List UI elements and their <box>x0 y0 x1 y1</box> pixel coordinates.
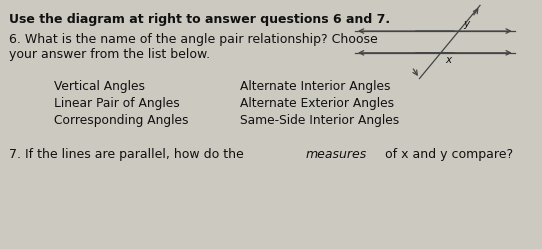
Text: 7. If the lines are parallel, how do the: 7. If the lines are parallel, how do the <box>9 148 248 161</box>
Text: y: y <box>463 19 470 29</box>
Text: Corresponding Angles: Corresponding Angles <box>54 114 189 127</box>
Text: 6. What is the name of the angle pair relationship? Choose: 6. What is the name of the angle pair re… <box>9 33 378 46</box>
Text: x: x <box>446 55 451 65</box>
Text: Alternate Exterior Angles: Alternate Exterior Angles <box>240 97 394 110</box>
Text: Linear Pair of Angles: Linear Pair of Angles <box>54 97 180 110</box>
Text: your answer from the list below.: your answer from the list below. <box>9 48 210 61</box>
Text: Same-Side Interior Angles: Same-Side Interior Angles <box>240 114 399 127</box>
Text: Use the diagram at right to answer questions 6 and 7.: Use the diagram at right to answer quest… <box>9 13 390 26</box>
Text: Vertical Angles: Vertical Angles <box>54 80 145 93</box>
Text: measures: measures <box>305 148 366 161</box>
Text: of x and y compare?: of x and y compare? <box>381 148 513 161</box>
Text: Alternate Interior Angles: Alternate Interior Angles <box>240 80 390 93</box>
